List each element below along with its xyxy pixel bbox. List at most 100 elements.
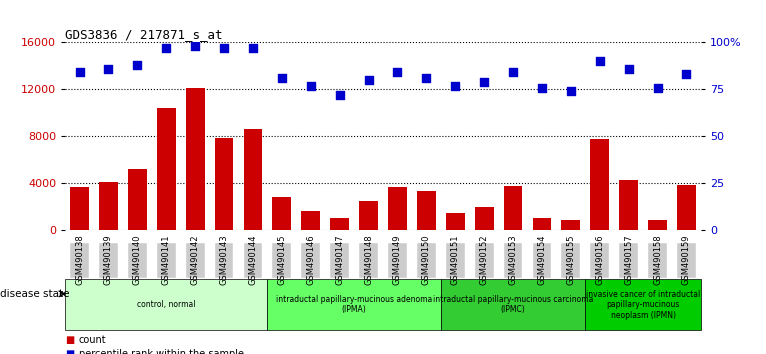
Text: GSM490143: GSM490143 bbox=[220, 235, 228, 285]
Point bbox=[478, 79, 490, 85]
FancyBboxPatch shape bbox=[417, 242, 436, 278]
FancyBboxPatch shape bbox=[475, 242, 493, 278]
Bar bbox=[157, 108, 175, 230]
Point bbox=[535, 85, 548, 90]
Bar bbox=[648, 220, 667, 230]
Point bbox=[623, 66, 635, 72]
Point bbox=[362, 77, 375, 83]
FancyBboxPatch shape bbox=[128, 242, 147, 278]
Bar bbox=[388, 187, 407, 230]
Text: GSM490156: GSM490156 bbox=[595, 235, 604, 285]
Text: GSM490146: GSM490146 bbox=[306, 235, 316, 285]
FancyBboxPatch shape bbox=[273, 242, 291, 278]
Bar bbox=[186, 88, 205, 230]
Text: GSM490154: GSM490154 bbox=[538, 235, 546, 285]
Point bbox=[680, 72, 692, 77]
Text: disease state: disease state bbox=[0, 289, 70, 299]
Point bbox=[189, 44, 201, 49]
Point bbox=[247, 45, 259, 51]
Text: GSM490142: GSM490142 bbox=[191, 235, 200, 285]
Bar bbox=[128, 169, 147, 230]
Text: GSM490158: GSM490158 bbox=[653, 235, 662, 285]
Text: invasive cancer of intraductal
papillary-mucinous
neoplasm (IPMN): invasive cancer of intraductal papillary… bbox=[586, 290, 700, 320]
Text: GSM490155: GSM490155 bbox=[566, 235, 575, 285]
Text: intraductal papillary-mucinous adenoma
(IPMA): intraductal papillary-mucinous adenoma (… bbox=[276, 295, 432, 314]
FancyBboxPatch shape bbox=[585, 279, 701, 330]
Text: intraductal papillary-mucinous carcinoma
(IPMC): intraductal papillary-mucinous carcinoma… bbox=[433, 295, 593, 314]
Point bbox=[74, 70, 86, 75]
Bar bbox=[244, 129, 262, 230]
Point bbox=[507, 70, 519, 75]
Point bbox=[333, 92, 345, 98]
Point bbox=[651, 85, 663, 90]
FancyBboxPatch shape bbox=[157, 242, 175, 278]
Text: GSM490148: GSM490148 bbox=[364, 235, 373, 285]
FancyBboxPatch shape bbox=[267, 279, 440, 330]
FancyBboxPatch shape bbox=[532, 242, 552, 278]
Bar bbox=[301, 211, 320, 230]
Text: ■: ■ bbox=[65, 349, 74, 354]
FancyBboxPatch shape bbox=[619, 242, 638, 278]
Bar bbox=[359, 201, 378, 230]
FancyBboxPatch shape bbox=[70, 242, 89, 278]
Text: GSM490139: GSM490139 bbox=[104, 235, 113, 285]
Text: GSM490140: GSM490140 bbox=[133, 235, 142, 285]
Bar bbox=[99, 182, 118, 230]
Text: count: count bbox=[79, 335, 106, 344]
FancyBboxPatch shape bbox=[677, 242, 696, 278]
Point bbox=[449, 83, 461, 88]
Text: GDS3836 / 217871_s_at: GDS3836 / 217871_s_at bbox=[65, 28, 223, 41]
Bar bbox=[619, 180, 638, 230]
Text: GSM490153: GSM490153 bbox=[509, 235, 518, 285]
FancyBboxPatch shape bbox=[648, 242, 667, 278]
Point bbox=[160, 45, 172, 51]
FancyBboxPatch shape bbox=[301, 242, 320, 278]
Text: GSM490152: GSM490152 bbox=[480, 235, 489, 285]
Point bbox=[565, 88, 577, 94]
Bar bbox=[561, 219, 580, 230]
Point bbox=[103, 66, 115, 72]
Point bbox=[421, 75, 433, 81]
Bar bbox=[475, 207, 493, 230]
FancyBboxPatch shape bbox=[359, 242, 378, 278]
Bar bbox=[273, 197, 291, 230]
Text: GSM490141: GSM490141 bbox=[162, 235, 171, 285]
Point bbox=[218, 45, 231, 51]
Text: GSM490150: GSM490150 bbox=[422, 235, 430, 285]
Bar bbox=[504, 185, 522, 230]
Text: percentile rank within the sample: percentile rank within the sample bbox=[79, 349, 244, 354]
FancyBboxPatch shape bbox=[504, 242, 522, 278]
FancyBboxPatch shape bbox=[561, 242, 580, 278]
Bar bbox=[330, 218, 349, 230]
FancyBboxPatch shape bbox=[591, 242, 609, 278]
Bar bbox=[214, 138, 234, 230]
Text: GSM490138: GSM490138 bbox=[75, 235, 84, 285]
Bar bbox=[591, 139, 609, 230]
Point bbox=[131, 62, 143, 68]
Point bbox=[276, 75, 288, 81]
Text: ■: ■ bbox=[65, 335, 74, 344]
FancyBboxPatch shape bbox=[330, 242, 349, 278]
Bar bbox=[417, 192, 436, 230]
Text: control, normal: control, normal bbox=[137, 300, 195, 309]
Text: GSM490157: GSM490157 bbox=[624, 235, 633, 285]
Text: GSM490145: GSM490145 bbox=[277, 235, 286, 285]
FancyBboxPatch shape bbox=[214, 242, 234, 278]
Point bbox=[305, 83, 317, 88]
FancyBboxPatch shape bbox=[65, 279, 267, 330]
Text: GSM490151: GSM490151 bbox=[450, 235, 460, 285]
Text: GSM490149: GSM490149 bbox=[393, 235, 402, 285]
Bar bbox=[532, 218, 552, 230]
Bar bbox=[446, 213, 465, 230]
Bar bbox=[677, 185, 696, 230]
Point bbox=[594, 58, 606, 64]
Bar bbox=[70, 187, 89, 230]
FancyBboxPatch shape bbox=[244, 242, 262, 278]
FancyBboxPatch shape bbox=[99, 242, 118, 278]
FancyBboxPatch shape bbox=[186, 242, 205, 278]
FancyBboxPatch shape bbox=[446, 242, 465, 278]
Text: GSM490159: GSM490159 bbox=[682, 235, 691, 285]
Text: GSM490147: GSM490147 bbox=[336, 235, 344, 285]
Text: GSM490144: GSM490144 bbox=[248, 235, 257, 285]
FancyBboxPatch shape bbox=[388, 242, 407, 278]
